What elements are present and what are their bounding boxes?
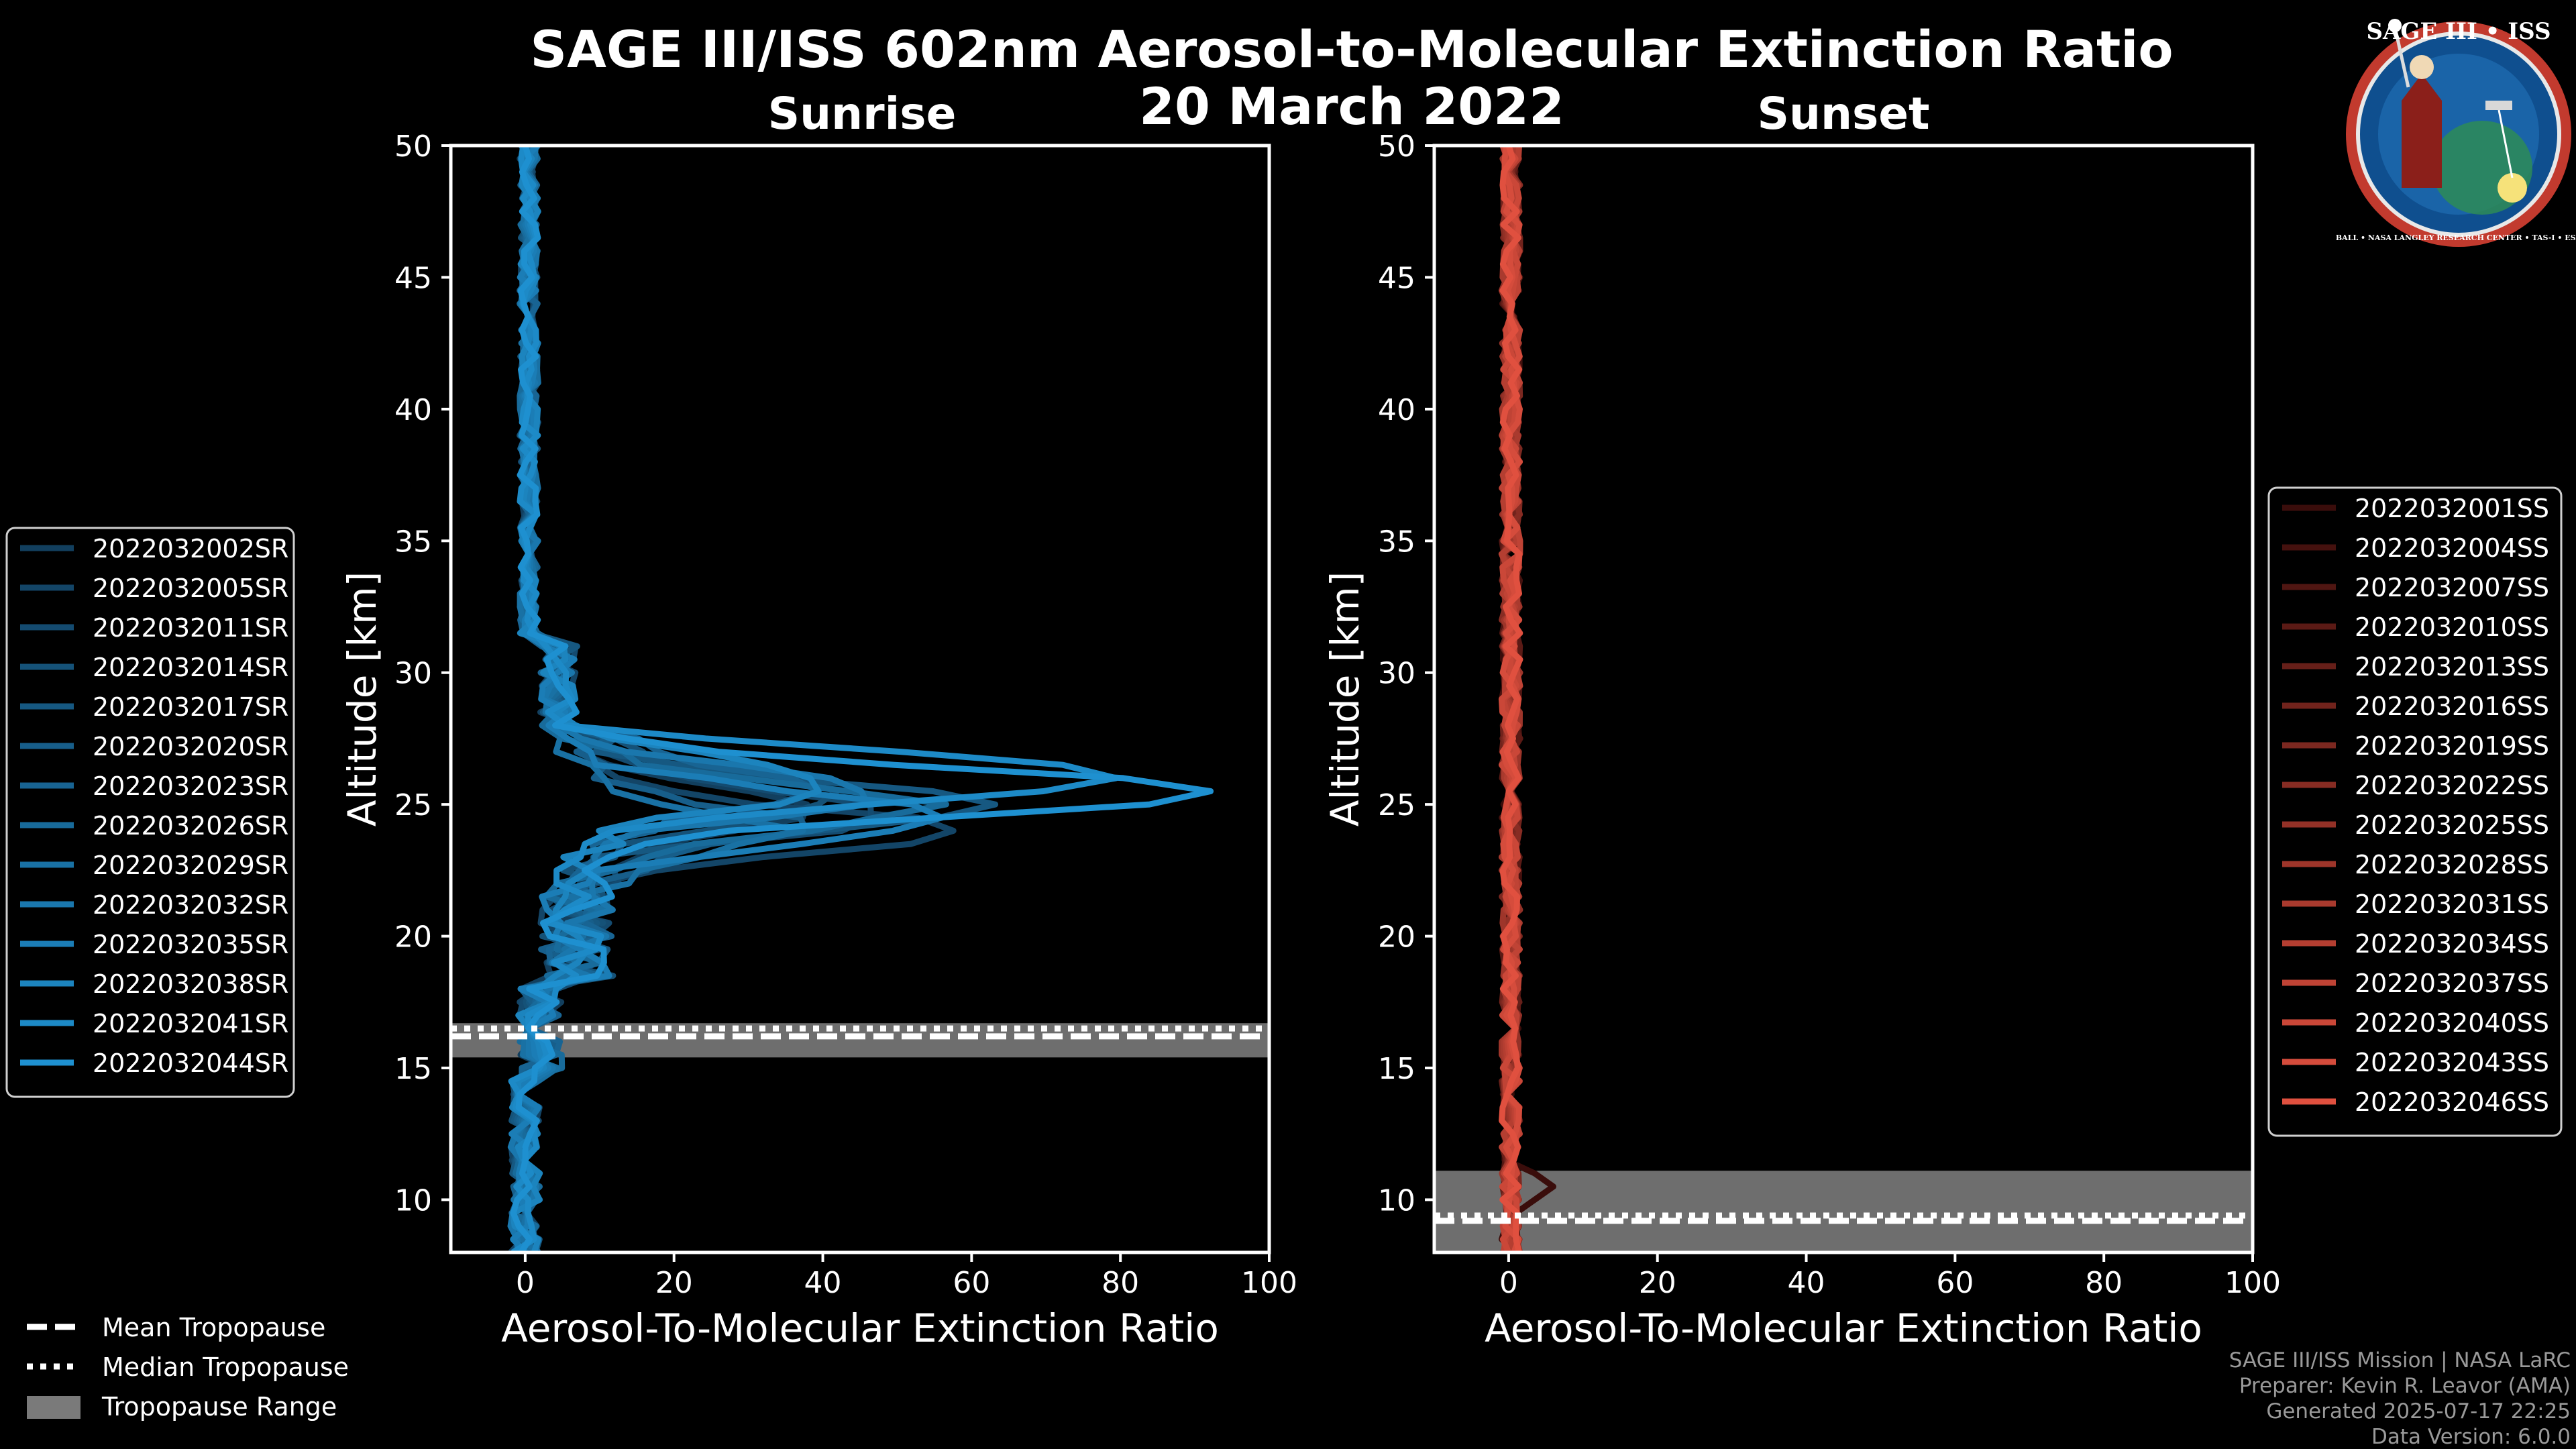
legend-entry-2022032013SS: 2022032013SS xyxy=(2355,652,2549,682)
legend-entry-2022032011SR: 2022032011SR xyxy=(93,613,288,643)
legend-entry-2022032037SS: 2022032037SS xyxy=(2355,969,2549,998)
footer-credits: SAGE III/ISS Mission | NASA LaRC Prepare… xyxy=(2229,1348,2571,1449)
series-line-2022032038SR xyxy=(509,146,822,1252)
logo-ring-text: BALL • NASA LANGLEY RESEARCH CENTER • TA… xyxy=(2336,233,2576,242)
x-tick-label: 80 xyxy=(1102,1266,1139,1300)
legend-entry-2022032014SR: 2022032014SR xyxy=(93,653,288,682)
y-tick-label: 30 xyxy=(394,657,432,691)
x-tick-label: 20 xyxy=(1639,1266,1676,1300)
y-tick-label: 10 xyxy=(1378,1183,1415,1218)
sunrise-xlabel: Aerosol-To-Molecular Extinction Ratio xyxy=(501,1305,1219,1351)
x-tick-label: 40 xyxy=(1788,1266,1825,1300)
series-line-2022032035SR xyxy=(508,146,945,1252)
sunset-legend: 2022032001SS 2022032004SS 2022032007SS 2022… xyxy=(2267,486,2563,1137)
sunrise-ylabel: Altitude [km] xyxy=(339,572,385,826)
sunset-xlabel: Aerosol-To-Molecular Extinction Ratio xyxy=(1485,1305,2202,1351)
tropopause-range-label: Tropopause Range xyxy=(101,1392,337,1421)
legend-entry-2022032038SR: 2022032038SR xyxy=(93,969,288,999)
y-tick-label: 15 xyxy=(394,1052,432,1086)
x-tick-label: 100 xyxy=(2224,1266,2281,1300)
legend-entry-2022032010SS: 2022032010SS xyxy=(2355,612,2549,642)
sunrise-panel: 0 20 40 60 80 100 10 15 20 25 30 35 40 45 50 Aerosol-T… xyxy=(339,129,1297,1351)
y-tick-label: 40 xyxy=(394,393,432,427)
legend-entry-2022032017SR: 2022032017SR xyxy=(93,692,288,722)
sunset-axes-frame xyxy=(1432,144,2255,1254)
footer-preparer: Preparer: Kevin R. Leavor (AMA) xyxy=(2239,1374,2571,1398)
y-tick-label: 50 xyxy=(1378,129,1415,164)
y-tick-label: 45 xyxy=(1378,261,1415,295)
legend-entry-2022032034SS: 2022032034SS xyxy=(2355,929,2549,959)
legend-entry-2022032028SS: 2022032028SS xyxy=(2355,850,2549,879)
y-tick-label: 35 xyxy=(1378,525,1415,559)
series-line-2022032040SS xyxy=(1498,146,1523,1252)
legend-entry-2022032044SR: 2022032044SR xyxy=(93,1049,288,1078)
tropopause-legend: Mean Tropopause Median Tropopause Tropop… xyxy=(27,1313,349,1421)
y-tick-label: 35 xyxy=(394,525,432,559)
x-tick-label: 0 xyxy=(516,1266,535,1300)
y-tick-label: 20 xyxy=(394,920,432,955)
sunrise-legend: 2022032002SR 2022032005SR 2022032011SR 2022… xyxy=(5,527,295,1098)
legend-entry-2022032022SS: 2022032022SS xyxy=(2355,771,2549,800)
legend-frame xyxy=(2267,486,2563,1137)
footer-mission: SAGE III/ISS Mission | NASA LaRC xyxy=(2229,1348,2571,1373)
footer-generated: Generated 2025-07-17 22:25 xyxy=(2266,1399,2571,1424)
legend-entry-2022032016SS: 2022032016SS xyxy=(2355,692,2549,721)
legend-frame xyxy=(5,527,295,1098)
series-line-2022032044SR xyxy=(510,146,1214,1252)
legend-entry-2022032046SS: 2022032046SS xyxy=(2355,1087,2549,1117)
y-tick-label: 20 xyxy=(1378,920,1415,955)
footer-data-version: Data Version: 6.0.0 xyxy=(2371,1425,2571,1449)
tropopause-range-band xyxy=(1434,1171,2253,1252)
median-tropopause-label: Median Tropopause xyxy=(102,1352,349,1382)
y-tick-label: 25 xyxy=(394,788,432,822)
legend-entry-2022032025SS: 2022032025SS xyxy=(2355,810,2549,840)
sage-iii-iss-logo: SAGE III • ISS BALL • NASA LANGLEY RESEA… xyxy=(2336,18,2576,247)
x-tick-label: 40 xyxy=(804,1266,842,1300)
x-tick-label: 100 xyxy=(1241,1266,1297,1300)
legend-entry-2022032019SS: 2022032019SS xyxy=(2355,731,2549,761)
legend-entry-2022032031SS: 2022032031SS xyxy=(2355,890,2549,919)
y-tick-label: 40 xyxy=(1378,393,1415,427)
y-tick-label: 45 xyxy=(394,261,432,295)
legend-entry-2022032032SR: 2022032032SR xyxy=(93,890,288,920)
x-tick-label: 20 xyxy=(655,1266,693,1300)
series-line-2022032046SS xyxy=(1499,146,1523,1252)
legend-entry-2022032002SR: 2022032002SR xyxy=(93,534,288,564)
figure-title: SAGE III/ISS 602nm Aerosol-to-Molecular … xyxy=(530,19,2173,79)
x-tick-label: 80 xyxy=(2085,1266,2123,1300)
legend-entry-2022032029SR: 2022032029SR xyxy=(93,851,288,880)
mean-tropopause-label: Mean Tropopause xyxy=(102,1313,325,1342)
legend-entry-2022032023SR: 2022032023SR xyxy=(93,771,288,801)
sunrise-title: Sunrise xyxy=(768,88,957,140)
y-tick-label: 25 xyxy=(1378,788,1415,822)
sunset-title: Sunset xyxy=(1757,88,1929,140)
legend-entry-2022032004SS: 2022032004SS xyxy=(2355,533,2549,563)
legend-entry-2022032026SR: 2022032026SR xyxy=(93,811,288,841)
sunrise-axes-frame xyxy=(449,144,1271,1254)
sunset-ylabel: Altitude [km] xyxy=(1322,572,1368,826)
y-tick-label: 30 xyxy=(1378,657,1415,691)
legend-entry-2022032007SS: 2022032007SS xyxy=(2355,573,2549,602)
x-tick-label: 60 xyxy=(1936,1266,1974,1300)
legend-entry-2022032035SR: 2022032035SR xyxy=(93,930,288,959)
y-tick-label: 10 xyxy=(394,1183,432,1218)
legend-entry-2022032040SS: 2022032040SS xyxy=(2355,1008,2549,1038)
x-tick-label: 0 xyxy=(1499,1266,1518,1300)
y-tick-label: 50 xyxy=(394,129,432,164)
legend-entry-2022032005SR: 2022032005SR xyxy=(93,574,288,603)
x-tick-label: 60 xyxy=(953,1266,990,1300)
legend-entry-2022032001SS: 2022032001SS xyxy=(2355,494,2549,523)
figure-date: 20 March 2022 xyxy=(1139,76,1564,136)
y-tick-label: 15 xyxy=(1378,1052,1415,1086)
sunset-panel: 0 20 40 60 80 100 10 15 20 25 30 35 40 45 50 Aerosol-T… xyxy=(1322,129,2281,1351)
legend-entry-2022032043SS: 2022032043SS xyxy=(2355,1048,2549,1077)
legend-entry-2022032041SR: 2022032041SR xyxy=(93,1009,288,1038)
legend-entry-2022032020SR: 2022032020SR xyxy=(93,732,288,761)
tropopause-range-swatch xyxy=(27,1396,80,1419)
logo-title: SAGE III • ISS xyxy=(2366,18,2551,45)
